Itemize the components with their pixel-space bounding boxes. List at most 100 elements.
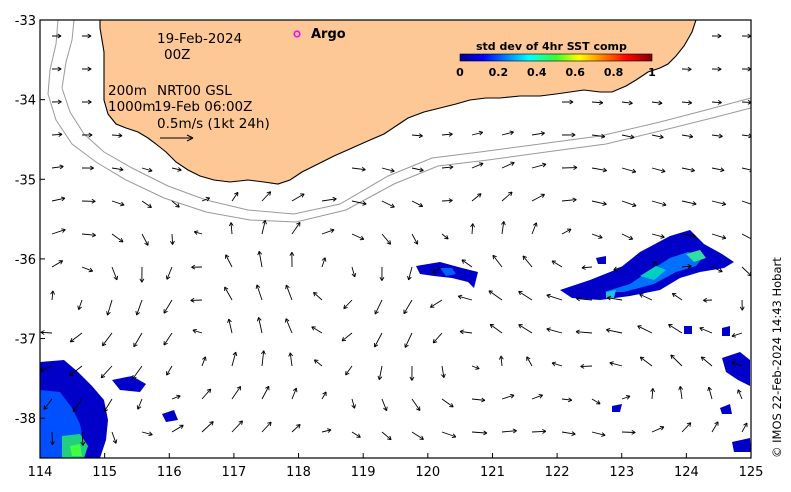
y-tick-label: -34 [15, 94, 36, 109]
current-vector [313, 291, 323, 301]
current-vector [731, 361, 743, 367]
current-vector [381, 200, 395, 208]
current-vector [711, 100, 722, 105]
current-vector [351, 233, 365, 241]
y-tick-label: -33 [15, 14, 36, 29]
current-vector [591, 200, 607, 206]
current-vector [591, 233, 603, 239]
current-vector [561, 431, 576, 436]
y-tick-label: -36 [15, 253, 36, 268]
current-vector [81, 33, 92, 39]
current-vector [141, 167, 153, 173]
current-vector [489, 323, 503, 334]
current-vector [637, 325, 653, 334]
current-vector [201, 196, 211, 202]
current-vector [170, 233, 175, 245]
current-vector [546, 327, 563, 334]
current-vector [133, 332, 143, 348]
colorbar-gradient [459, 53, 653, 62]
x-tick-label: 115 [92, 465, 117, 480]
current-vector [518, 290, 533, 301]
current-vector [201, 421, 214, 433]
current-vector [441, 431, 457, 439]
current-vector [651, 200, 667, 207]
current-vector [191, 264, 203, 270]
current-vector [739, 299, 745, 311]
current-vector [526, 356, 533, 367]
current-vector [69, 365, 83, 377]
current-vector [651, 134, 664, 140]
colorbar-title: std dev of 4hr SST comp [476, 40, 627, 53]
current-vector [103, 398, 113, 413]
vector-scale-label: 0.5m/s (1kt 24h) [157, 116, 270, 132]
current-vector [737, 389, 743, 400]
current-vector [291, 424, 301, 433]
date-label: 19-Feb-2024 [157, 31, 242, 47]
x-tick-label: 120 [415, 465, 440, 480]
current-vector [621, 200, 637, 208]
current-vector [613, 266, 623, 272]
current-vector [50, 431, 55, 446]
current-vector [77, 299, 83, 310]
scale-arrow [160, 134, 194, 142]
current-vector [193, 230, 203, 235]
current-vector [546, 293, 563, 301]
current-vector [441, 131, 453, 137]
current-vector [139, 266, 145, 283]
current-vector [711, 421, 719, 433]
current-vector [561, 99, 574, 105]
current-vector [711, 167, 725, 173]
current-vector [741, 200, 751, 207]
current-vector [51, 164, 64, 170]
current-vector [681, 422, 692, 433]
current-vector [381, 431, 392, 441]
current-vector [531, 393, 543, 400]
current-vector [700, 356, 713, 367]
current-vector [501, 428, 517, 434]
current-vector [621, 134, 635, 140]
imos-credit: © IMOS 22-Feb-2024 14:43 Hobart [770, 257, 784, 458]
current-vector [345, 365, 353, 376]
current-vector [373, 332, 383, 348]
current-vector [621, 429, 636, 435]
current-vector [707, 386, 713, 400]
current-vector [321, 391, 327, 400]
current-vector [404, 332, 413, 348]
current-vector [681, 200, 697, 206]
current-vector [651, 167, 666, 174]
current-vector [141, 431, 153, 437]
current-vector [471, 130, 484, 136]
current-vector [381, 398, 388, 412]
current-vector [703, 297, 713, 303]
current-vector [201, 388, 212, 400]
current-vector [135, 299, 143, 316]
current-vector [111, 133, 123, 138]
current-vector [501, 161, 515, 169]
current-vector [441, 164, 454, 170]
current-vector [43, 398, 53, 410]
current-vector [591, 100, 604, 106]
current-vector [111, 266, 119, 281]
current-vector [381, 167, 395, 173]
current-vector [81, 165, 94, 171]
current-vector [591, 167, 608, 173]
current-vector [40, 330, 53, 335]
current-vector [231, 420, 243, 433]
current-vector [81, 266, 94, 273]
current-vector [699, 326, 713, 334]
x-tick-label: 117 [221, 465, 246, 480]
current-vector [575, 329, 593, 335]
isobath-1000-label: 1000m [108, 99, 156, 115]
current-vector [289, 251, 295, 268]
current-vector [441, 398, 454, 408]
current-vector [561, 228, 572, 235]
isobath-200-label: 200m [108, 83, 147, 99]
current-vector [591, 431, 606, 437]
current-vector [163, 299, 173, 314]
current-vector [403, 299, 413, 315]
current-vector [171, 394, 181, 400]
isobath-1000m [47, 20, 751, 223]
argo-label: Argo [311, 27, 346, 42]
time-label: 00Z [164, 47, 190, 63]
x-tick-label: 114 [28, 465, 53, 480]
